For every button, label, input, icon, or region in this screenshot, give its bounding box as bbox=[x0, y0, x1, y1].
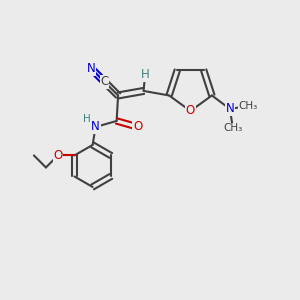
Text: N: N bbox=[91, 121, 100, 134]
Text: CH₃: CH₃ bbox=[238, 101, 257, 111]
Text: N: N bbox=[226, 103, 234, 116]
Text: O: O bbox=[133, 121, 142, 134]
Text: H: H bbox=[83, 115, 91, 124]
Text: CH₃: CH₃ bbox=[223, 124, 242, 134]
Text: H: H bbox=[141, 68, 149, 81]
Text: O: O bbox=[53, 149, 62, 162]
Text: C: C bbox=[100, 76, 109, 88]
Text: N: N bbox=[87, 62, 95, 75]
Text: O: O bbox=[186, 104, 195, 118]
